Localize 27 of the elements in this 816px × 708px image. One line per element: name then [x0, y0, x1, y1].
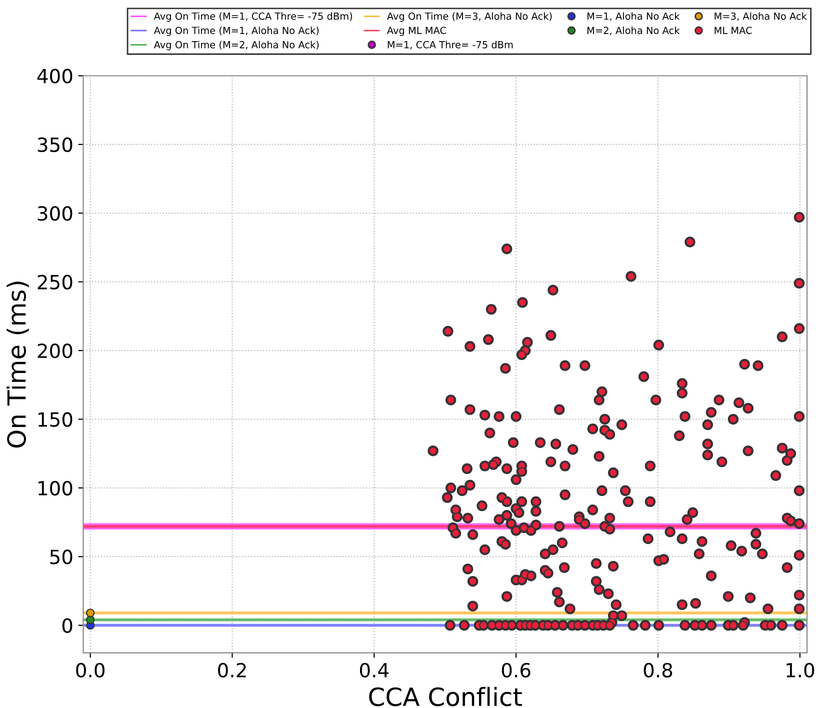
y-axis-title: On Time (ms): [6, 282, 29, 448]
y-tick-label: 200: [38, 343, 72, 358]
y-tick-label: 350: [38, 137, 72, 152]
legend-label: Avg On Time (M=1, Aloha No Ack): [154, 26, 319, 36]
legend-label: Avg On Time (M=2, Aloha No Ack): [154, 40, 319, 50]
legend-label: M=1, CCA Thre= -75 dBm: [388, 40, 513, 50]
legend-label: Avg On Time (M=1, CCA Thre= -75 dBm): [154, 12, 352, 22]
x-tick-label: 0.0: [76, 662, 104, 678]
x-tick-label: 0.2: [218, 662, 246, 678]
legend-label: Avg On Time (M=3, Aloha No Ack): [386, 12, 552, 22]
legend-label: M=2, Aloha No Ack: [588, 26, 680, 36]
y-tick-label: 50: [50, 550, 72, 564]
legend-label: M=3, Aloha No Ack: [714, 12, 807, 21]
legend-label: ML MAC: [714, 26, 752, 34]
y-tick-label: 0: [62, 618, 72, 633]
x-tick-label: 0.8: [644, 662, 672, 678]
x-tick-label: 1.0: [786, 662, 814, 678]
y-tick-label: 250: [38, 274, 72, 290]
legend-label: M=1, Aloha No Ack: [588, 12, 680, 21]
y-tick-label: 400: [37, 68, 72, 84]
y-tick-label: 300: [38, 206, 72, 221]
y-tick-label: 150: [38, 412, 72, 427]
legend-label: Avg ML MAC: [386, 26, 446, 36]
y-tick-label: 100: [38, 480, 72, 496]
x-axis-title: CCA Conflict: [369, 686, 522, 706]
x-tick-label: 0.4: [360, 662, 389, 678]
x-tick-label: 0.6: [502, 662, 530, 678]
